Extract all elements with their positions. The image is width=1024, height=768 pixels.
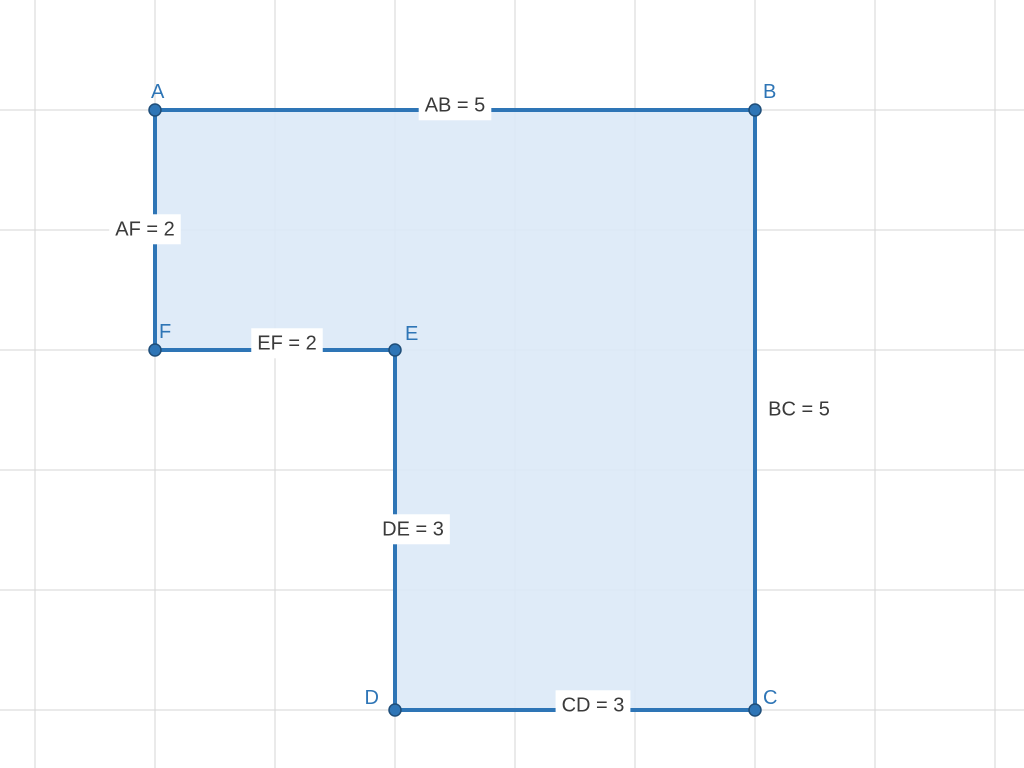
edge-label-EF: EF = 2 <box>257 332 316 354</box>
vertex-label-D: D <box>365 687 379 709</box>
polygon-fill <box>155 110 755 710</box>
vertex-C[interactable] <box>749 704 761 716</box>
vertex-label-B: B <box>763 81 776 103</box>
vertex-D[interactable] <box>389 704 401 716</box>
polygon-layer <box>155 110 755 710</box>
vertex-label-F: F <box>159 321 171 343</box>
edge-label-DE: DE = 3 <box>382 518 444 540</box>
vertex-F[interactable] <box>149 344 161 356</box>
vertex-label-C: C <box>763 687 777 709</box>
edge-label-FA: AF = 2 <box>115 218 174 240</box>
vertex-B[interactable] <box>749 104 761 116</box>
vertex-A[interactable] <box>149 104 161 116</box>
vertex-label-E: E <box>405 323 418 345</box>
geometry-figure: AB = 5 BC = 5 CD = 3 DE = 3 EF = 2 AF = 2 A B C… <box>0 0 1024 768</box>
vertex-E[interactable] <box>389 344 401 356</box>
edge-label-CD: CD = 3 <box>562 694 625 716</box>
edge-label-AB: AB = 5 <box>425 94 486 116</box>
vertex-label-A: A <box>151 81 165 103</box>
edge-label-BC: BC = 5 <box>768 398 830 420</box>
